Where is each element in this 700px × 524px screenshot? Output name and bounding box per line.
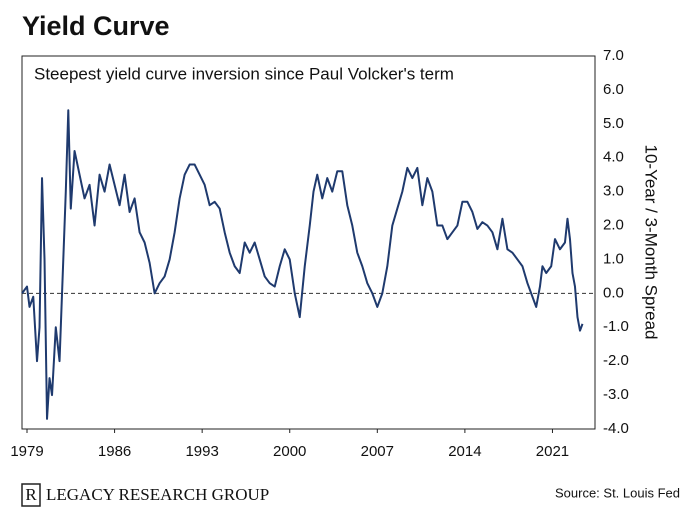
y-tick-label: 1.0 [603, 250, 624, 267]
y-tick-label: 3.0 [603, 183, 624, 200]
x-tick-label: 1986 [98, 443, 131, 460]
chart-subtitle: Steepest yield curve inversion since Pau… [34, 64, 454, 83]
y-tick-label: -2.0 [603, 352, 629, 369]
y-tick-label: -1.0 [603, 318, 629, 335]
y-tick-label: 2.0 [603, 217, 624, 234]
y-axis-label: 10-Year / 3-Month Spread [642, 145, 661, 340]
brand-name: LEGACY RESEARCH GROUP [46, 485, 269, 504]
x-tick-label: 1979 [10, 443, 43, 460]
x-tick-label: 2021 [536, 443, 569, 460]
brand-logo-letter: R [25, 485, 37, 504]
y-tick-label: -3.0 [603, 386, 629, 403]
x-tick-label: 2000 [273, 443, 306, 460]
brand-logo [21, 483, 41, 507]
y-tick-label: -4.0 [603, 420, 629, 437]
source-note: Source: St. Louis Fed [555, 485, 680, 500]
plot-frame [21, 55, 596, 430]
chart-title: Yield Curve [22, 11, 170, 41]
y-tick-label: 6.0 [603, 81, 624, 98]
x-tick-label: 2007 [361, 443, 394, 460]
y-tick-label: 0.0 [603, 284, 624, 301]
data-line [21, 109, 584, 420]
x-tick-label: 1993 [185, 443, 218, 460]
y-tick-label: 4.0 [603, 149, 624, 166]
x-tick-label: 2014 [448, 443, 481, 460]
y-tick-label: 5.0 [603, 115, 624, 132]
y-tick-label: 7.0 [603, 47, 624, 64]
